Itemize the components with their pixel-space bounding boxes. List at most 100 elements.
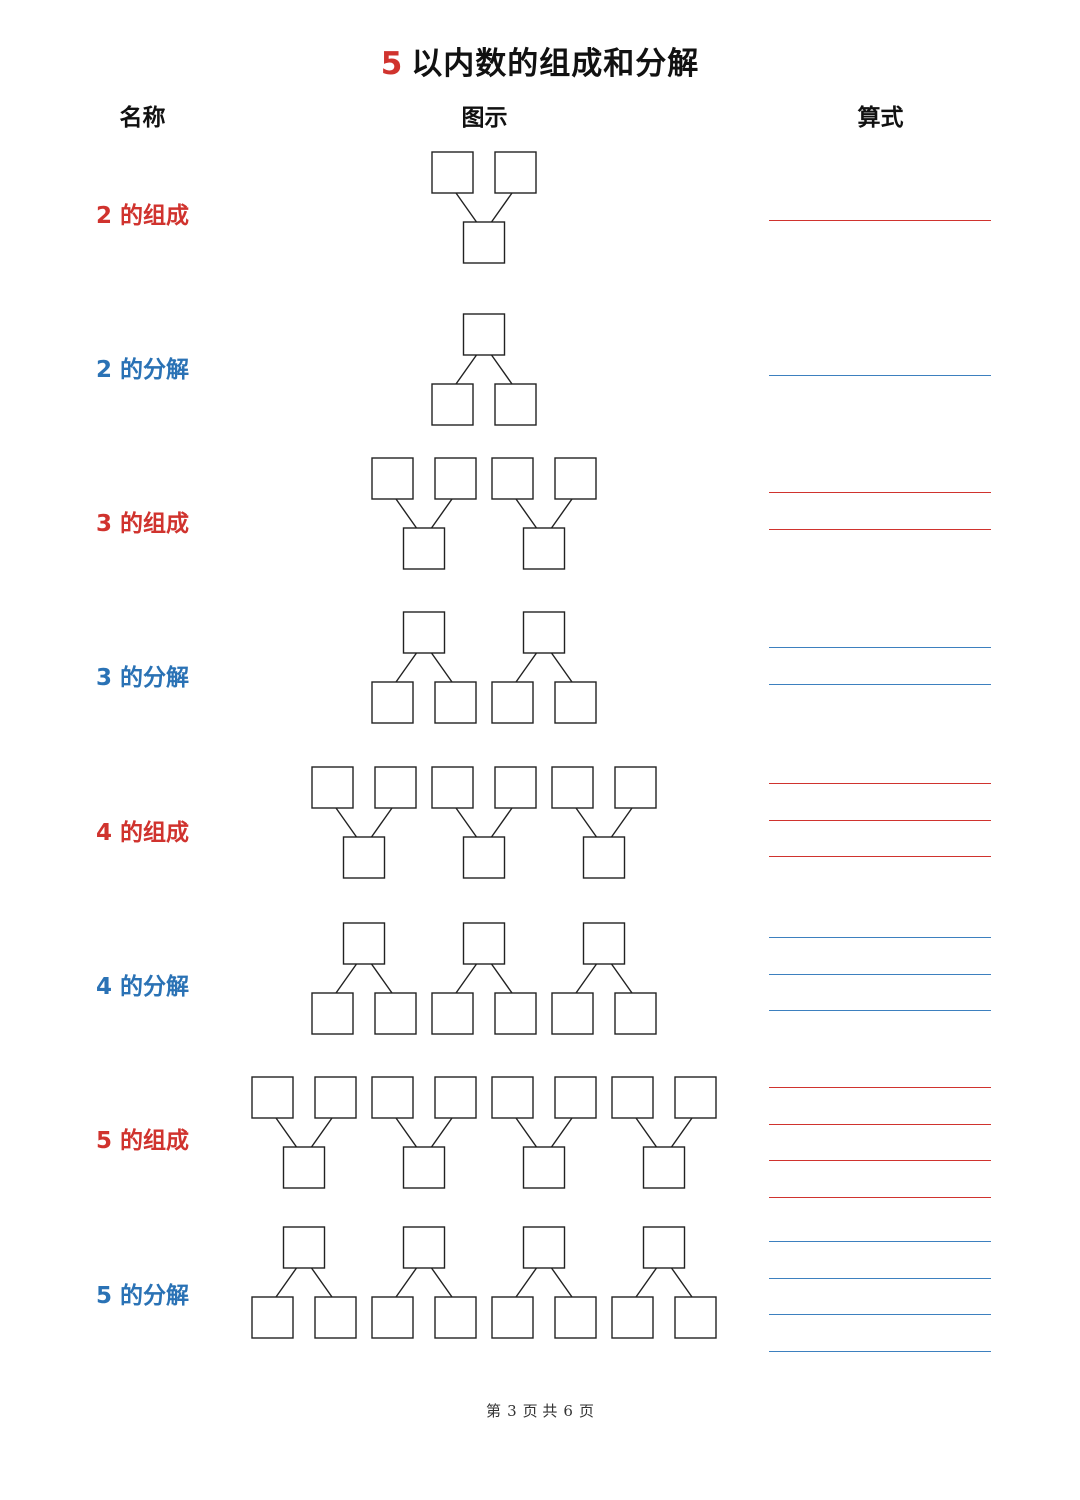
- box-right[interactable]: [434, 457, 477, 500]
- box-single[interactable]: [462, 922, 506, 965]
- box-single[interactable]: [522, 1146, 566, 1189]
- answer-line[interactable]: [769, 1010, 991, 1011]
- composition-diagram: [251, 1076, 357, 1189]
- box-right[interactable]: [374, 766, 417, 809]
- box-left[interactable]: [371, 457, 414, 500]
- box-right[interactable]: [494, 992, 537, 1035]
- answer-line[interactable]: [769, 1314, 991, 1315]
- box-left[interactable]: [311, 766, 354, 809]
- box-left[interactable]: [431, 992, 474, 1035]
- box-right[interactable]: [314, 1296, 357, 1339]
- box-right[interactable]: [434, 1296, 477, 1339]
- box-right[interactable]: [674, 1076, 717, 1119]
- connector-line: [455, 963, 478, 994]
- answer-line[interactable]: [769, 1196, 991, 1198]
- box-single[interactable]: [522, 611, 566, 654]
- box-left[interactable]: [491, 1076, 534, 1119]
- box-single[interactable]: [342, 836, 386, 879]
- header-formula: 算式: [857, 105, 904, 131]
- box-right[interactable]: [494, 151, 537, 194]
- box-left[interactable]: [611, 1296, 654, 1339]
- box-right[interactable]: [494, 383, 537, 426]
- answer-line[interactable]: [769, 220, 991, 221]
- connector-line: [430, 652, 453, 683]
- composition-diagram: [311, 766, 417, 879]
- connector-line: [490, 963, 513, 994]
- box-right[interactable]: [314, 1076, 357, 1119]
- box-right[interactable]: [614, 766, 657, 809]
- answer-line[interactable]: [769, 1123, 991, 1125]
- box-left[interactable]: [431, 383, 474, 426]
- box-single[interactable]: [582, 922, 626, 965]
- box-left[interactable]: [491, 457, 534, 500]
- box-left[interactable]: [311, 992, 354, 1035]
- answer-line[interactable]: [769, 819, 991, 821]
- box-single[interactable]: [522, 1226, 566, 1269]
- answer-line[interactable]: [769, 1087, 991, 1088]
- connector-line: [430, 1267, 453, 1298]
- decomposition-diagram: [431, 313, 537, 426]
- answer-line[interactable]: [769, 492, 991, 493]
- box-single[interactable]: [402, 527, 446, 570]
- connector-line: [395, 652, 418, 683]
- box-right[interactable]: [434, 1076, 477, 1119]
- box-left[interactable]: [251, 1076, 294, 1119]
- box-left[interactable]: [371, 1296, 414, 1339]
- box-single[interactable]: [462, 221, 506, 264]
- box-left[interactable]: [431, 766, 474, 809]
- box-left[interactable]: [551, 766, 594, 809]
- connector-line: [635, 1267, 658, 1298]
- answer-line[interactable]: [769, 973, 991, 975]
- box-single[interactable]: [282, 1226, 326, 1269]
- box-right[interactable]: [374, 992, 417, 1035]
- answer-line[interactable]: [769, 1350, 991, 1352]
- box-single[interactable]: [462, 836, 506, 879]
- box-single[interactable]: [462, 313, 506, 356]
- box-left[interactable]: [431, 151, 474, 194]
- box-right[interactable]: [554, 681, 597, 724]
- answer-line[interactable]: [769, 1160, 991, 1161]
- box-right[interactable]: [554, 457, 597, 500]
- box-right[interactable]: [494, 766, 537, 809]
- box-left[interactable]: [371, 681, 414, 724]
- connector-line: [395, 1267, 418, 1298]
- box-left[interactable]: [251, 1296, 294, 1339]
- connector-line: [515, 1267, 538, 1298]
- connector-line: [455, 192, 478, 223]
- answer-line[interactable]: [769, 856, 991, 857]
- box-single[interactable]: [402, 1226, 446, 1269]
- box-single[interactable]: [522, 527, 566, 570]
- composition-diagram: [431, 766, 537, 879]
- box-single[interactable]: [282, 1146, 326, 1189]
- box-single[interactable]: [402, 1146, 446, 1189]
- composition-diagram: [371, 1076, 477, 1189]
- box-right[interactable]: [554, 1076, 597, 1119]
- answer-line[interactable]: [769, 375, 991, 376]
- box-right[interactable]: [674, 1296, 717, 1339]
- answer-line[interactable]: [769, 683, 991, 685]
- box-right[interactable]: [554, 1296, 597, 1339]
- box-left[interactable]: [371, 1076, 414, 1119]
- row-label: 4 的分解: [95, 974, 189, 1000]
- answer-line[interactable]: [769, 783, 991, 784]
- answer-line[interactable]: [769, 647, 991, 648]
- composition-diagram: [551, 766, 657, 879]
- row-label: 2 的分解: [95, 357, 189, 383]
- box-left[interactable]: [491, 1296, 534, 1339]
- answer-line[interactable]: [769, 528, 991, 530]
- box-left[interactable]: [611, 1076, 654, 1119]
- box-right[interactable]: [434, 681, 477, 724]
- answer-line[interactable]: [769, 937, 991, 938]
- box-single[interactable]: [642, 1226, 686, 1269]
- box-single[interactable]: [342, 922, 386, 965]
- answer-line[interactable]: [769, 1277, 991, 1279]
- footer-suffix: 页: [578, 1402, 594, 1420]
- answer-line[interactable]: [769, 1241, 991, 1242]
- composition-diagram: [491, 457, 597, 570]
- box-single[interactable]: [642, 1146, 686, 1189]
- box-single[interactable]: [582, 836, 626, 879]
- box-single[interactable]: [402, 611, 446, 654]
- box-left[interactable]: [551, 992, 594, 1035]
- box-right[interactable]: [614, 992, 657, 1035]
- box-left[interactable]: [491, 681, 534, 724]
